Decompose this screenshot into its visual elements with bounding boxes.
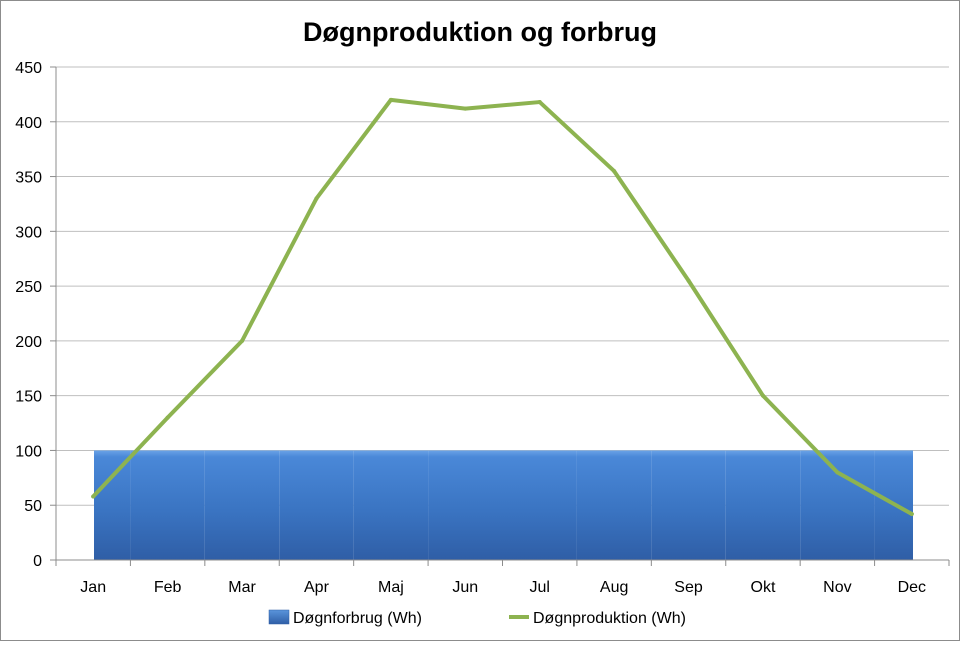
x-tick-label-Apr: Apr (304, 579, 330, 596)
x-tick-label-Dec: Dec (898, 579, 926, 596)
y-axis-ticks: 0 50 100 150 200 250 300 350 400 450 (15, 60, 56, 570)
bar-Jul (502, 450, 577, 560)
bar-Okt (725, 450, 801, 560)
line-point-Sep (686, 278, 691, 283)
bar-Nov (800, 450, 875, 560)
line-point-Jul (537, 100, 542, 105)
y-tick-label-150: 150 (15, 389, 42, 406)
bar-Sep (651, 450, 726, 560)
x-tick-label-Okt: Okt (751, 579, 776, 596)
line-point-Okt (760, 393, 765, 398)
bar-Maj (353, 450, 429, 560)
bar-Mar (204, 450, 280, 560)
legend: Døgnforbrug (Wh) Døgnproduktion (Wh) (268, 609, 686, 627)
bar-Jun (428, 450, 503, 560)
y-tick-label-200: 200 (15, 334, 42, 351)
line-point-Feb (165, 415, 170, 420)
y-tick-label-50: 50 (24, 498, 42, 515)
line-point-Apr (314, 196, 319, 201)
y-tick-label-0: 0 (33, 553, 42, 570)
chart-title: Døgnproduktion og forbrug (303, 17, 657, 47)
y-tick-label-300: 300 (15, 224, 42, 241)
y-tick-label-450: 450 (15, 60, 42, 77)
x-tick-label-Maj: Maj (378, 579, 404, 596)
x-tick-label-Feb: Feb (154, 579, 182, 596)
x-tick-label-Jan: Jan (80, 579, 106, 596)
line-series (91, 97, 914, 516)
x-axis-ticks: Jan Feb Mar Apr Maj Jun Jul Aug Sep Okt Nov Dec (55, 560, 950, 596)
x-tick-label-Jul: Jul (529, 579, 549, 596)
bar-Apr (279, 450, 354, 560)
bar-Aug (576, 450, 652, 560)
x-tick-label-Sep: Sep (674, 579, 703, 596)
line-point-Dec (909, 511, 914, 516)
y-tick-label-400: 400 (15, 115, 42, 132)
x-tick-label-Nov: Nov (823, 579, 851, 596)
line-point-Mar (240, 338, 245, 343)
y-tick-label-350: 350 (15, 170, 42, 187)
line-point-Jun (463, 106, 468, 111)
legend-label-line: Døgnproduktion (Wh) (533, 610, 686, 627)
line-point-Nov (835, 470, 840, 475)
line-production (91, 97, 914, 516)
bar-Jan (94, 450, 131, 560)
line-point-Jan (91, 494, 96, 499)
bar-Feb (130, 450, 205, 560)
x-tick-label-Aug: Aug (600, 579, 628, 596)
y-tick-label-100: 100 (15, 443, 42, 460)
line-point-Maj (388, 97, 393, 102)
line-point-Aug (612, 169, 617, 174)
legend-label-bar: Døgnforbrug (Wh) (293, 610, 422, 627)
gridlines (56, 66, 949, 506)
legend-swatch-bar (268, 609, 290, 625)
x-tick-label-Mar: Mar (228, 579, 256, 596)
bar-series (94, 450, 913, 560)
y-tick-label-250: 250 (15, 279, 42, 296)
x-tick-label-Jun: Jun (452, 579, 478, 596)
